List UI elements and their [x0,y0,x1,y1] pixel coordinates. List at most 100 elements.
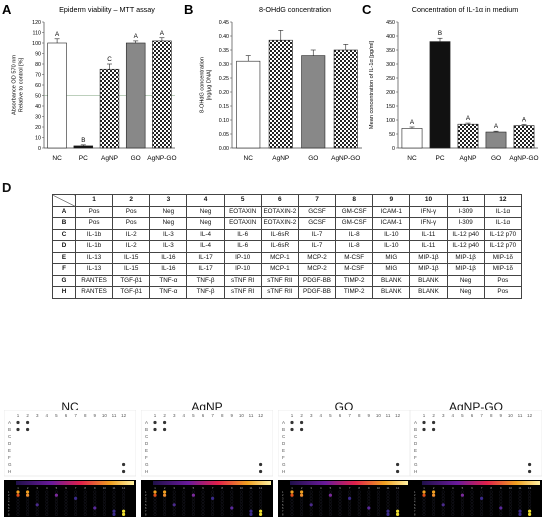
heatmap-well [54,500,58,504]
heatmap-well [338,500,342,504]
heatmap-well [441,490,445,494]
heatmap-well [300,509,304,513]
heatmap-well [489,500,493,504]
heatmap-spot [153,493,157,497]
heatmap-well [432,512,436,516]
membrane-col-label: 12 [527,413,533,418]
membrane-spot [153,427,157,432]
membrane-spot [26,420,30,425]
heatmap-well [45,490,49,494]
heatmap-col-label: 2 [27,486,29,490]
membrane-row-label: D [8,441,12,446]
heatmap-well [470,496,474,500]
heatmap-well [348,490,352,494]
heatmap-col-label: 6 [65,486,67,490]
heatmap-row-label: 6 [8,506,10,510]
heatmap-well [249,506,253,510]
heatmap-well [470,509,474,513]
heatmap-spot [230,506,234,510]
heatmap-well [480,506,484,510]
heatmap-well [386,503,390,507]
membrane-row-label: G [414,462,418,467]
membrane-spot [290,427,294,432]
heatmap-colorbar [422,481,540,485]
heatmap-well [338,512,342,516]
heatmap-col-label: 10 [509,486,513,490]
heatmap-row-label: 6 [414,506,416,510]
table-cell: IL-17 [186,263,225,276]
heatmap-spot [249,512,253,516]
heatmap-well [230,493,234,497]
heatmap-well [319,493,323,497]
heatmap-well [338,506,342,510]
heatmap-well [441,496,445,500]
table-cell: M-CSF [335,251,374,264]
x-tick-label: NC [407,155,417,162]
table-cell: BLANK [409,274,448,287]
heatmap-spot [348,496,352,500]
heatmap-spot [74,496,78,500]
y-tick-label: 80 [35,62,41,68]
table-row: G RANTES TGF-β1 TNF-α TNF-β sTNF RI sTNF RII PD… [52,274,523,287]
heatmap-well [441,509,445,513]
table-cell: IL-8 [335,228,374,241]
table-cell: IFN-γ [409,217,448,230]
table-cell: RANTES [74,274,114,287]
table-cell: Pos [74,205,114,218]
heatmap-well [528,493,532,497]
heatmap-well [460,500,464,504]
y-tick-label: 450 [386,20,395,26]
heatmap-well [74,509,78,513]
y-tick-label: 0.05 [219,132,229,138]
x-tick-label: NC [52,155,62,162]
heatmap-well [64,490,68,494]
table-cell: TIMP-2 [335,286,374,299]
table-cell: IL-7 [297,240,337,253]
membrane-row-label: G [282,462,286,467]
heatmap-well [508,500,512,504]
column-header: 4 [186,194,225,207]
table-cell: IL-16 [149,251,188,264]
chart-a-mtt: Epiderm viability – MTT assay Absorbance … [12,5,177,162]
heatmap-well [376,512,380,516]
table-cell: IL-1α [483,217,523,230]
heatmap-well [122,503,126,507]
heatmap-spot [309,503,313,507]
heatmap-well [182,506,186,510]
heatmap-well [357,500,361,504]
heatmap-well [35,509,39,513]
heatmap-well [499,509,503,513]
heatmap-well [422,496,426,500]
table-cell: TIMP-2 [335,274,374,287]
heatmap-well [508,493,512,497]
membrane-spot [16,427,20,432]
heatmap-row-label: 5 [145,503,147,507]
heatmap-col-label: 11 [387,486,390,490]
heatmap-col-label: 9 [94,486,96,490]
heatmap-row-label: 5 [8,503,10,507]
heatmap-well [480,500,484,504]
membrane-col-label: 10 [508,413,514,418]
heatmap-spot [386,509,390,513]
heatmap-well [290,509,294,513]
table-cell: IL-2 [112,228,151,241]
heatmap-well [64,493,68,497]
column-header: 10 [409,194,448,207]
y-tick-label: 0 [392,146,395,152]
heatmap-well [319,496,323,500]
heatmap-well [83,509,87,513]
heatmap-well [422,512,426,516]
heatmap-well [259,503,263,507]
y-tick-label: 0.30 [219,62,229,68]
column-header: 8 [335,194,374,207]
membrane-col-label: 6 [471,413,474,418]
membrane-row-label: A [282,420,285,425]
x-tick-label: PC [79,155,88,162]
heatmap-well [93,493,97,497]
heatmap-well [182,490,186,494]
heatmap-well [357,503,361,507]
heatmap-well [451,512,455,516]
heatmap-well [239,506,243,510]
heatmap-well [528,496,532,500]
heatmap-col-label: 11 [113,486,116,490]
